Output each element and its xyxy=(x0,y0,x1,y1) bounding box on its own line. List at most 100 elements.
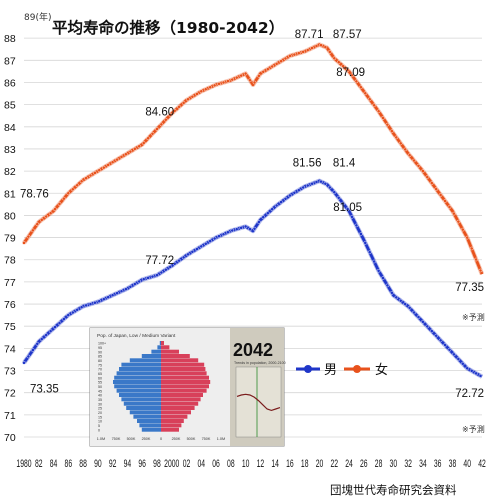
pyramid-x-label: 250K xyxy=(172,437,181,441)
series-point-female xyxy=(456,219,461,224)
pyramid-age-label: 60 xyxy=(98,376,102,380)
series-point-female xyxy=(66,191,71,196)
series-point-male xyxy=(474,371,478,376)
series-point-male xyxy=(199,244,204,249)
y-tick-label: 86 xyxy=(4,77,16,89)
series-point-male xyxy=(261,215,266,219)
series-point-male xyxy=(88,302,93,306)
series-point-male xyxy=(137,279,141,284)
y-tick-label: 72 xyxy=(4,388,16,400)
series-point-male xyxy=(345,207,350,211)
pyramid-bar-female xyxy=(161,367,206,371)
x-tick-label: 14 xyxy=(271,457,279,469)
series-point-male xyxy=(217,234,221,238)
series-point-male xyxy=(314,180,319,184)
series-point-female xyxy=(305,48,310,52)
series-point-female xyxy=(84,176,88,180)
series-point-male xyxy=(53,325,57,329)
series-point-female xyxy=(163,117,168,122)
pyramid-age-label: 40 xyxy=(98,394,102,398)
legend-item-female: 女 xyxy=(344,362,388,377)
series-point-male xyxy=(159,270,164,275)
series-point-female xyxy=(208,85,212,90)
x-tick-label: 30 xyxy=(390,457,398,469)
series-point-female xyxy=(177,105,181,109)
y-tick-label: 75 xyxy=(4,321,16,333)
x-tick-label: 20 xyxy=(316,457,324,469)
pyramid-bar-male xyxy=(129,358,161,363)
pyramid-bar-female xyxy=(161,358,199,363)
pyramid-bar-male xyxy=(159,341,161,345)
pyramid-age-label: 65 xyxy=(98,372,102,376)
y-tick-label: 83 xyxy=(4,144,16,156)
trend-line xyxy=(236,393,281,412)
series-point-female xyxy=(62,196,66,201)
pyramid-bar-male xyxy=(141,354,161,358)
series-point-male xyxy=(155,273,159,278)
series-point-male xyxy=(429,329,434,333)
data-label-f-2021: 87.57 xyxy=(333,29,362,41)
pyramid-bar-female xyxy=(161,388,207,393)
series-point-male xyxy=(239,225,243,230)
series-point-male xyxy=(177,258,181,263)
pyramid-x-label: 500K xyxy=(187,437,196,441)
series-point-female xyxy=(469,246,474,251)
pyramid-bar-male xyxy=(119,393,161,397)
series-point-female xyxy=(88,173,93,178)
series-point-male xyxy=(460,361,465,366)
series-point-female xyxy=(93,171,97,175)
series-point-male xyxy=(110,293,115,298)
series-point-male xyxy=(407,305,412,310)
series-point-female xyxy=(274,62,279,66)
y-tick-label: 84 xyxy=(4,122,16,134)
series-point-male xyxy=(97,299,102,304)
pyramid-age-label: 15 xyxy=(98,415,102,419)
series-point-male xyxy=(190,249,195,254)
data-label-f-2000: 84.60 xyxy=(145,107,174,119)
pyramid-x-label: 1.0M xyxy=(97,437,105,441)
series-point-female xyxy=(288,54,292,58)
series-point-female xyxy=(199,89,204,94)
pyramid-bar-female xyxy=(161,354,190,358)
x-tick-label: 1980 xyxy=(16,457,31,469)
series-point-male xyxy=(150,274,155,279)
series-point-male xyxy=(341,201,345,206)
x-tick-label: 10 xyxy=(242,457,250,469)
series-point-female xyxy=(310,46,314,50)
pyramid-x-ticks: 1.0M 750K 500K 250K 0 250K 500K 750K 1.0M xyxy=(97,437,225,441)
series-point-male xyxy=(456,357,461,361)
series-point-female xyxy=(381,116,385,120)
forecast-note-upper: ※予測 xyxy=(462,312,485,322)
y-tick-label: 76 xyxy=(4,299,16,311)
pyramid-bar-male xyxy=(121,397,161,402)
series-point-female xyxy=(31,228,35,233)
series-point-female xyxy=(217,82,221,86)
legend-item-male: 男 xyxy=(296,362,337,377)
y-tick-label: 88 xyxy=(4,33,16,45)
pyramid-bar-female xyxy=(161,362,205,367)
series-point-male xyxy=(332,190,337,194)
series-point-male xyxy=(376,268,381,273)
pyramid-bar-male xyxy=(114,384,161,389)
series-point-male xyxy=(323,181,328,186)
x-tick-label: 12 xyxy=(257,457,265,469)
series-point-male xyxy=(115,291,119,296)
pyramid-bar-female xyxy=(161,414,188,419)
series-point-male xyxy=(398,298,403,303)
series-point-female xyxy=(252,80,257,85)
series-point-male xyxy=(305,183,310,188)
series-point-female xyxy=(195,92,199,96)
data-label-m-2042: 72.72 xyxy=(455,388,484,400)
series-point-male xyxy=(221,232,226,237)
pyramid-bar-male xyxy=(137,419,161,423)
series-point-female xyxy=(341,64,345,68)
data-label-m-2020: 81.56 xyxy=(293,158,322,170)
series-point-female xyxy=(57,202,62,206)
series-point-female xyxy=(234,75,239,80)
pyramid-age-label: 35 xyxy=(98,398,102,402)
series-point-male xyxy=(443,343,447,347)
x-tick-label: 24 xyxy=(345,457,353,469)
series-point-male xyxy=(243,224,248,229)
series-point-male xyxy=(230,228,235,233)
series-point-male xyxy=(403,302,408,306)
